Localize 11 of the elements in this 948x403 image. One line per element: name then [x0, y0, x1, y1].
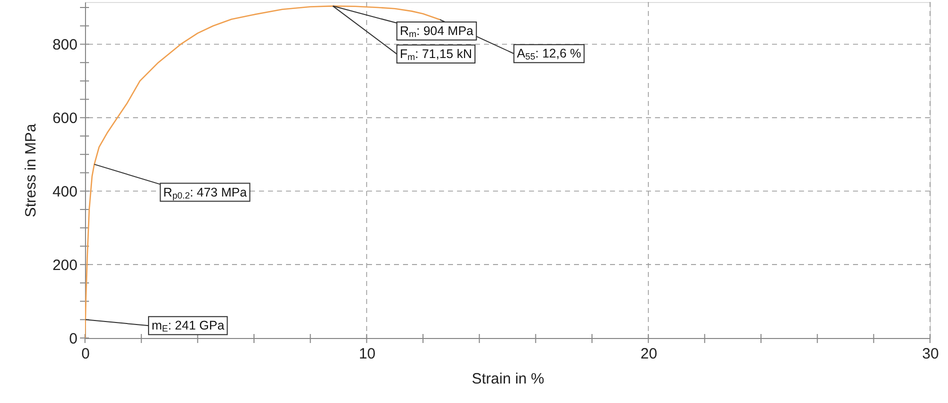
y-axis-title: Stress in MPa — [22, 123, 40, 218]
x-tick-label: 0 — [81, 346, 90, 362]
x-tick-label: 30 — [922, 346, 939, 362]
y-tick-label: 200 — [52, 257, 78, 274]
y-tick-label: 600 — [52, 110, 78, 128]
y-tick-label: 800 — [52, 36, 78, 54]
y-tick-label: 400 — [52, 184, 78, 201]
x-tick-label: 10 — [358, 346, 376, 362]
x-axis-title: Strain in % — [472, 370, 544, 388]
x-tick-label: 20 — [640, 346, 658, 362]
y-tick-label: 0 — [69, 330, 78, 348]
